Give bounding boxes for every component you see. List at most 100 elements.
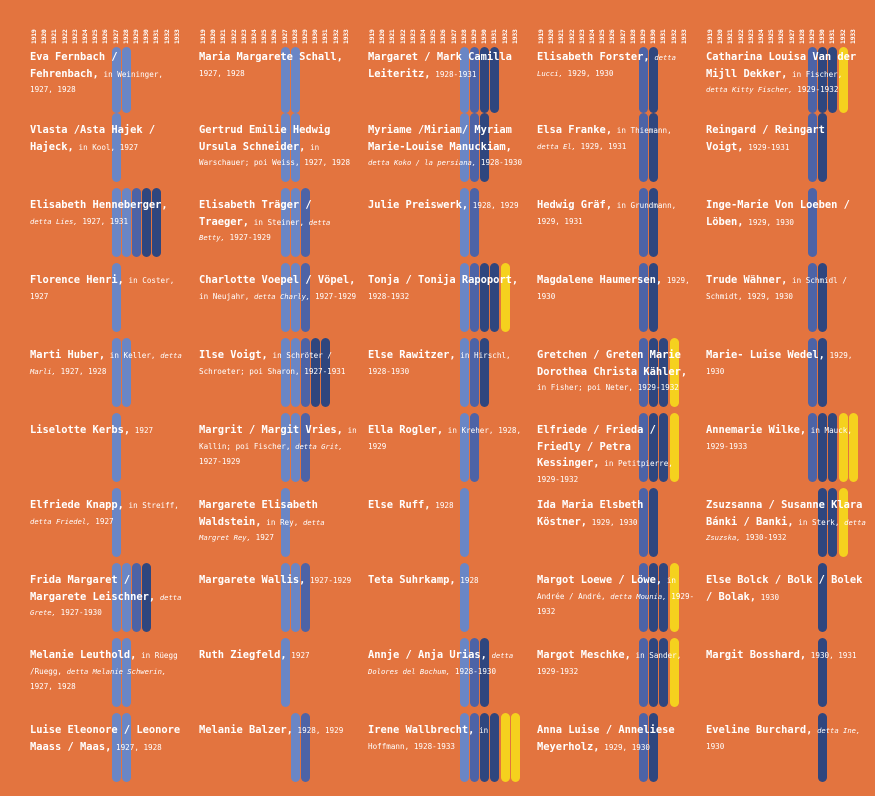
attendance-bar-1927	[111, 47, 121, 113]
attendance-bar-1930	[649, 113, 659, 182]
student-entry: Margit Bosshard, 1930, 1931	[706, 638, 875, 713]
student-alias: detta Dolores del Bochum,	[368, 651, 514, 676]
student-alias: detta Mounia,	[610, 591, 667, 601]
attendance-bar-1930	[649, 338, 659, 407]
attendance-bar-1927	[111, 188, 121, 257]
attendance-bar-1930	[649, 188, 659, 257]
student-text: Ruth Ziegfeld, 1927	[199, 647, 359, 664]
attendance-bar-1928	[459, 713, 469, 782]
attendance-bar-1927	[111, 263, 121, 332]
student-entry: Ella Rogler, in Kreher, 1928, 1929	[368, 413, 537, 488]
student-name: Julie Preiswerk,	[368, 199, 469, 211]
student-text: Ella Rogler, in Kreher, 1928, 1929	[368, 422, 528, 454]
attendance-bar-1927	[280, 113, 290, 182]
student-entry: Elsa Franke, in Thiemann, detta El, 1929…	[537, 113, 706, 188]
attendance-bar-1929	[470, 113, 479, 182]
student-name: Marie- Luise Wedel,	[706, 349, 825, 361]
student-married-name: in Kool,	[78, 142, 116, 152]
attendance-bar-1927	[280, 413, 290, 482]
student-text: Gretchen / Greten Marie Dorothea Christa…	[537, 347, 697, 396]
attendance-bar-1927	[280, 188, 290, 257]
student-entry: Margrit / Margit Vries, in Kallin; poi F…	[199, 413, 368, 488]
attendance-bar-1929	[639, 113, 648, 182]
attendance-bar-1931	[659, 413, 669, 482]
student-married-name: in Warschauer; poi Weiss,	[199, 142, 320, 168]
student-text: Else Rawitzer, in Hirschl, 1928-1930	[368, 347, 528, 379]
attendance-bar-1930	[142, 188, 152, 257]
student-text: Hedwig Gräf, in Grundmann, 1929, 1931	[537, 197, 697, 229]
student-married-name: in Schmidl / Schmidt,	[706, 276, 847, 301]
student-entry: Elisabeth Henneberger, detta Lies, 1927,…	[30, 188, 199, 263]
student-alias: detta Lucci,	[537, 53, 676, 78]
student-text: Melanie Balzer, 1928, 1929	[199, 722, 359, 739]
student-married-name: in Hirschl,	[460, 351, 511, 360]
student-name: Elisabeth Forster,	[537, 51, 650, 63]
attendance-bar-1929	[470, 413, 479, 482]
student-name: Liselotte Kerbs,	[30, 424, 131, 436]
attendance-bar-1930	[818, 338, 828, 407]
attendance-bar-1928	[459, 188, 469, 257]
student-years: 1928, 1929	[472, 201, 519, 210]
attendance-bar-1927	[111, 713, 121, 782]
student-text: Else Bolck / Bolk / Bolek / Bolak, 1930	[706, 572, 866, 605]
attendance-bar-1931	[490, 47, 500, 113]
attendance-bar-1927	[280, 638, 290, 707]
attendance-bar-1932	[669, 413, 679, 482]
student-name: Tonja / Tonija Rapoport,	[368, 274, 519, 286]
student-entry: Florence Henri, in Coster, 1927	[30, 263, 199, 338]
student-text: Myriame /Miriam/ Myriam Marie-Louise Man…	[368, 122, 528, 171]
student-text: Ilse Voigt, in Schröter / Schroeter; poi…	[199, 347, 359, 379]
student-years: 1928-1930	[480, 158, 523, 167]
attendance-bar-1930	[818, 638, 828, 707]
attendance-bar-1929	[301, 563, 310, 632]
student-alias: detta Ine,	[817, 726, 861, 735]
student-entry: Anna Luise / Anneliese Meyerholz, 1929, …	[537, 713, 706, 788]
attendance-bar-1929	[639, 563, 648, 632]
student-years: 1928-1930	[368, 366, 410, 376]
student-name: Elfriede Knapp,	[30, 499, 124, 511]
student-alias: detta Melanie Schwerin,	[66, 666, 167, 676]
student-entry: Gertrud Emilie Hedwig Ursula Schneider, …	[199, 113, 368, 188]
student-entry: Gretchen / Greten Marie Dorothea Christa…	[537, 338, 706, 413]
attendance-bar-1930	[818, 713, 828, 782]
student-text: Maria Margarete Schall, 1927, 1928	[199, 49, 359, 81]
student-years: 1929, 1930	[706, 351, 853, 376]
attendance-bar-1931	[490, 263, 500, 332]
attendance-bar-1932	[669, 338, 679, 407]
student-text: Elisabeth Träger / Traeger, in Steiner, …	[199, 197, 359, 246]
student-entry: Reingard / Reingart Voigt, 1929-1931	[706, 113, 875, 188]
student-married-name: in Fischer,	[792, 69, 843, 79]
student-entry: Maria Margarete Schall, 1927, 1928	[199, 38, 368, 113]
student-married-name: in Rüegg /Ruegg,	[30, 651, 178, 676]
student-years: 1929-1933	[706, 441, 748, 451]
attendance-bar-1929	[808, 338, 817, 407]
student-entry: Else Ruff, 1928	[368, 488, 537, 563]
attendance-bar-1930	[649, 47, 659, 113]
student-alias: detta Kitty Fischer,	[706, 85, 793, 94]
attendance-bar-1931	[828, 488, 838, 557]
attendance-bar-1933	[848, 413, 858, 482]
student-name: Reingard / Reingart Voigt,	[706, 124, 825, 153]
student-name: Eveline Burchard,	[706, 724, 813, 736]
student-years: 1927, 1928	[199, 68, 245, 78]
student-years: 1930-1932	[745, 533, 787, 542]
student-text: Else Ruff, 1928	[368, 497, 528, 514]
student-text: Luise Eleonore / Leonore Maass / Maas, 1…	[30, 722, 190, 755]
student-years: 1927-1929	[310, 576, 352, 585]
student-years: 1927, 1928	[30, 682, 76, 691]
student-text: Margot Meschke, in Sander, 1929-1932	[537, 647, 697, 679]
student-years: 1927-1930	[60, 608, 102, 617]
student-text: Charlotte Voepel / Vöpel, in Neujahr, de…	[199, 272, 359, 304]
student-text: Elfriede Knapp, in Streiff, detta Friede…	[30, 497, 190, 529]
attendance-bar-1928	[121, 47, 131, 113]
attendance-bar-1930	[480, 47, 490, 113]
student-married-name: in Fisher; poi Neter,	[537, 383, 634, 392]
student-text: Annje / Anja Urias, detta Dolores del Bo…	[368, 647, 528, 679]
student-text: Julie Preiswerk, 1928, 1929	[368, 197, 528, 214]
student-years: 1929, 1930	[748, 217, 794, 227]
student-alias: detta Charly,	[254, 291, 311, 301]
student-years: 1930, 1931	[810, 651, 857, 660]
student-text: Marti Huber, in Keller, detta Marli, 192…	[30, 347, 190, 379]
attendance-bar-1928	[290, 413, 300, 482]
student-name: Margarete Elisabeth Waldstein,	[199, 499, 318, 528]
